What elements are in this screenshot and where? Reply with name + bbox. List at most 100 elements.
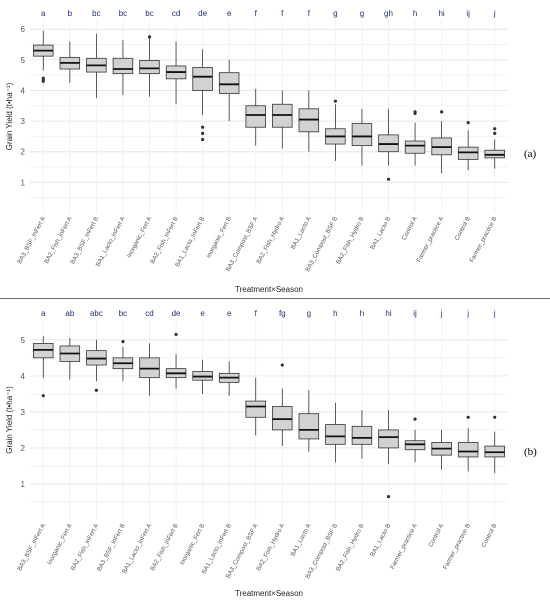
y-tick-label: 2 xyxy=(21,444,26,453)
outlier-point xyxy=(174,332,178,337)
significance-letter: e xyxy=(227,309,232,318)
box xyxy=(112,57,134,75)
x-tick-label: BA2_Fish_InFert A xyxy=(70,522,101,572)
outlier-point xyxy=(413,110,417,114)
x-tick-label: BA3_BSF_InFert B xyxy=(96,523,127,573)
significance-letter: cd xyxy=(145,309,153,318)
box xyxy=(139,357,160,379)
x-axis-title: Treatment×Season xyxy=(235,589,303,598)
y-tick-label: 4 xyxy=(21,86,26,95)
box xyxy=(298,413,320,440)
significance-letter: g xyxy=(333,9,337,18)
significance-letter: f xyxy=(255,9,258,18)
box xyxy=(351,123,373,147)
significance-letter: de xyxy=(172,309,181,318)
box xyxy=(404,440,426,451)
y-tick-label: 3 xyxy=(21,408,26,417)
outlier-point xyxy=(121,340,125,344)
x-tick-label: BA2_Fish_Hydro B xyxy=(335,216,366,266)
y-tick-label: 5 xyxy=(21,56,26,65)
box xyxy=(457,442,479,458)
x-tick-label: BA3_BSF_InFert A xyxy=(16,215,47,265)
x-tick-label: BA2_Fish_InFert B xyxy=(149,216,180,265)
x-tick-label: BA3_BSF_InFert B xyxy=(69,216,100,266)
x-tick-label: Farmer_practice A xyxy=(389,522,419,571)
significance-letter: e xyxy=(200,309,205,318)
significance-letter: fg xyxy=(279,309,286,318)
y-axis-title: Grain Yield (t•ha⁻¹) xyxy=(5,82,14,150)
panel-label-a: (a) xyxy=(524,148,537,160)
outlier-point xyxy=(41,394,45,398)
outlier-point xyxy=(201,137,205,142)
significance-letter: g xyxy=(307,309,311,318)
significance-letter: f xyxy=(255,309,258,318)
boxplot-panel-a: 1 2 3 4 5 6 Grain Yield (t•ha⁻¹) a BA3_BSF_InFer… xyxy=(5,9,508,294)
box xyxy=(404,140,426,154)
outlier-point xyxy=(41,76,45,80)
significance-letter: j xyxy=(440,309,443,318)
x-tick-label: BA1_Lacto B xyxy=(369,523,392,558)
outlier-point xyxy=(493,127,497,131)
x-tick-label: BA1_Lacto A xyxy=(290,522,313,558)
significance-letter: f xyxy=(308,9,311,18)
significance-letter: de xyxy=(198,9,207,18)
significance-letter: f xyxy=(281,9,284,18)
significance-letter: bc xyxy=(145,9,153,18)
x-tick-label: BA2_Fish_InFert B xyxy=(149,523,180,572)
outlier-point xyxy=(386,494,391,499)
outlier-point xyxy=(493,131,497,135)
outlier-point xyxy=(201,131,205,135)
significance-letter: b xyxy=(68,9,73,18)
significance-letter: cd xyxy=(172,9,180,18)
y-tick-label: 6 xyxy=(21,25,26,34)
x-tick-label: Inorganic_Fert B xyxy=(205,216,233,260)
outlier-point xyxy=(280,363,284,367)
significance-letter: j xyxy=(493,9,496,18)
x-axis-title: Treatment×Season xyxy=(235,285,303,294)
significance-letter: ab xyxy=(65,309,74,318)
significance-letter: j xyxy=(493,309,496,318)
x-tick-label: BA1_Lacto A xyxy=(290,215,313,251)
x-tick-label: BA2_Fish_Hydro A xyxy=(255,522,286,572)
outlier-point xyxy=(413,417,417,421)
box xyxy=(351,425,373,445)
box xyxy=(457,146,479,160)
significance-letter: abc xyxy=(90,309,103,318)
x-tick-label: BA1_Lacto_InFert B xyxy=(201,523,233,575)
x-tick-label: Control B xyxy=(454,216,472,242)
x-tick-label: Farmer_practice B xyxy=(442,523,472,571)
outlier-point xyxy=(386,177,391,181)
significance-letter: hi xyxy=(438,9,444,18)
significance-letter: bc xyxy=(92,9,100,18)
y-axis-title: Grain Yield (t•ha⁻¹) xyxy=(5,386,14,454)
box xyxy=(272,406,293,431)
x-tick-label: Control B xyxy=(480,523,498,549)
x-tick-label: Inorganic_Fert B xyxy=(179,523,207,567)
box xyxy=(378,429,399,449)
y-tick-label: 3 xyxy=(21,117,26,126)
x-tick-label: BA1_Lacto_InFert A xyxy=(121,522,154,575)
box xyxy=(325,424,346,445)
x-tick-label: Farmer_practice B xyxy=(468,216,498,264)
significance-letter: bc xyxy=(119,9,127,18)
outlier-point xyxy=(466,415,470,419)
x-tick-label: BA3_BSF_InFert A xyxy=(16,522,47,572)
significance-letter: h xyxy=(333,309,337,318)
outlier-point xyxy=(94,388,98,392)
outlier-point xyxy=(333,99,337,103)
significance-letter: e xyxy=(227,9,232,18)
box xyxy=(218,72,240,94)
x-tick-label: Inorganic_Fert A xyxy=(46,522,74,566)
x-tick-label: BA1_Lacto_InFert A xyxy=(95,215,128,268)
significance-letter: g xyxy=(360,9,364,18)
significance-letter: bc xyxy=(119,309,127,318)
box xyxy=(192,67,213,91)
outlier-point xyxy=(440,110,444,114)
outlier-point xyxy=(147,35,152,39)
box xyxy=(139,60,160,75)
significance-letter: ij xyxy=(466,9,470,18)
x-tick-label: BA1_Lacto B xyxy=(369,216,392,251)
y-tick-label: 1 xyxy=(21,480,26,489)
x-tick-label: Inorganic_Fert A xyxy=(126,215,154,259)
